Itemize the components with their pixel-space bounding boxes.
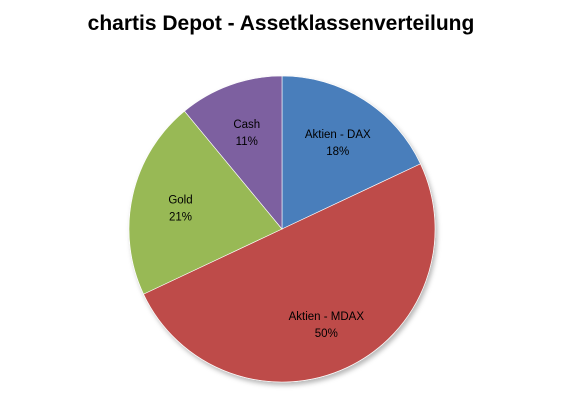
- pie-slice-aktien-mdax: [143, 163, 436, 383]
- pie-slice-gold: [128, 110, 283, 295]
- slice-label-cash: Cash 11%: [233, 119, 260, 148]
- slice-category-label: Aktien - DAX: [305, 129, 371, 141]
- chart-title: chartis Depot - Assetklassenverteilung: [88, 12, 475, 35]
- pie-slice-aktien-dax: [281, 75, 421, 230]
- slice-labels: Aktien - DAX 18% Aktien - MDAX 50% Gold 21% Ca…: [168, 119, 371, 340]
- slice-percent-label: 21%: [169, 211, 192, 223]
- slice-percent-label: 11%: [236, 136, 258, 148]
- slice-percent-label: 50%: [315, 328, 338, 340]
- slice-label-aktien-dax: Aktien - DAX 18%: [305, 129, 371, 158]
- slice-label-gold: Gold 21%: [168, 194, 192, 223]
- slice-label-aktien-mdax: Aktien - MDAX 50%: [289, 311, 365, 340]
- slice-category-label: Aktien - MDAX: [289, 311, 365, 323]
- slice-category-label: Cash: [233, 119, 260, 131]
- pie-slice-cash: [184, 75, 283, 230]
- pie-slices: [128, 75, 436, 383]
- slice-percent-label: 18%: [326, 146, 349, 158]
- slice-category-label: Gold: [168, 194, 192, 206]
